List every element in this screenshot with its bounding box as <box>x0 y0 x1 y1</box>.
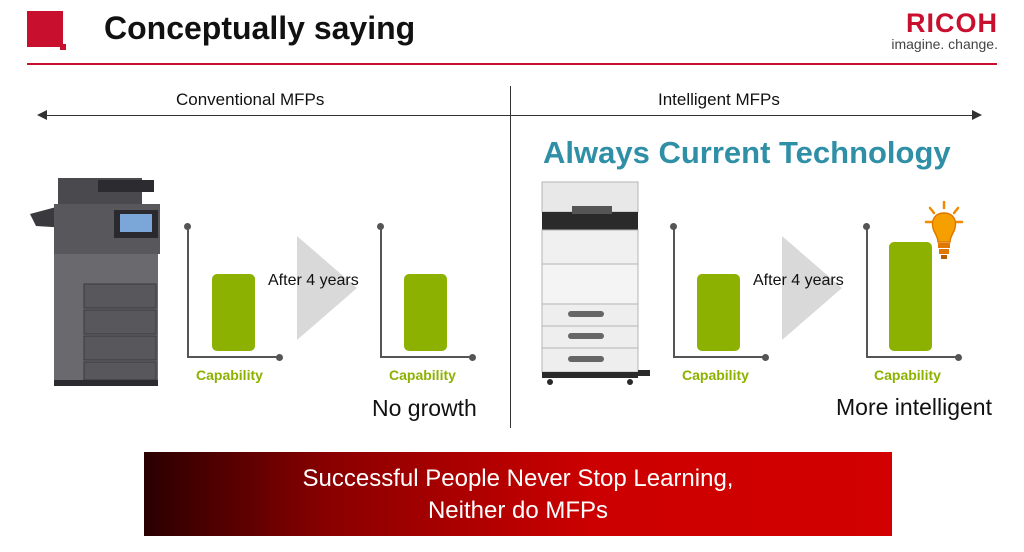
after-years-label: After 4 years <box>268 272 359 289</box>
lightbulb-icon <box>924 200 964 259</box>
capability-label: Capability <box>874 367 941 383</box>
result-more-intelligent: More intelligent <box>836 394 992 420</box>
chart-axis-x <box>187 356 279 358</box>
capability-label: Capability <box>682 367 749 383</box>
page-title: Conceptually saying <box>104 10 416 46</box>
capability-label: Capability <box>389 367 456 383</box>
chart-axis-x <box>380 356 472 358</box>
arrow-right-icon <box>972 110 982 120</box>
axis-dot <box>276 354 283 361</box>
banner-line-1: Successful People Never Stop Learning, <box>302 465 734 492</box>
capability-bar-after <box>889 242 932 351</box>
banner-line-2: Neither do MFPs <box>427 497 609 524</box>
axis-dot <box>955 354 962 361</box>
chart-axis-y <box>380 226 382 357</box>
capability-label: Capability <box>196 367 263 383</box>
result-no-growth: No growth <box>372 395 477 421</box>
printer-icon <box>30 178 160 386</box>
section-label-conventional: Conventional MFPs <box>176 90 325 109</box>
title-square-icon <box>27 11 66 50</box>
chart-axis-x <box>673 356 765 358</box>
header-rule <box>27 63 997 65</box>
section-label-intelligent: Intelligent MFPs <box>658 90 780 109</box>
quote-banner: Successful People Never Stop Learning, N… <box>144 452 892 536</box>
chart-axis-y <box>866 226 868 357</box>
arrow-left-icon <box>37 110 47 120</box>
printer-icon <box>541 181 650 385</box>
section-divider <box>510 86 511 428</box>
capability-bar-before <box>212 274 255 351</box>
chevron-right-icon <box>297 236 357 340</box>
capability-bar-after <box>404 274 447 351</box>
chart-axis-y <box>673 226 675 357</box>
chart-axis-y <box>187 226 189 357</box>
logo-tagline: imagine. change. <box>891 36 998 52</box>
double-arrow-line <box>40 115 976 116</box>
capability-bar-before <box>697 274 740 351</box>
axis-dot <box>469 354 476 361</box>
headline: Always Current Technology <box>543 135 951 170</box>
chart-axis-x <box>866 356 958 358</box>
chevron-right-icon <box>782 236 842 340</box>
ricoh-logo: RICOH <box>906 8 998 38</box>
axis-dot <box>762 354 769 361</box>
after-years-label: After 4 years <box>753 272 844 289</box>
